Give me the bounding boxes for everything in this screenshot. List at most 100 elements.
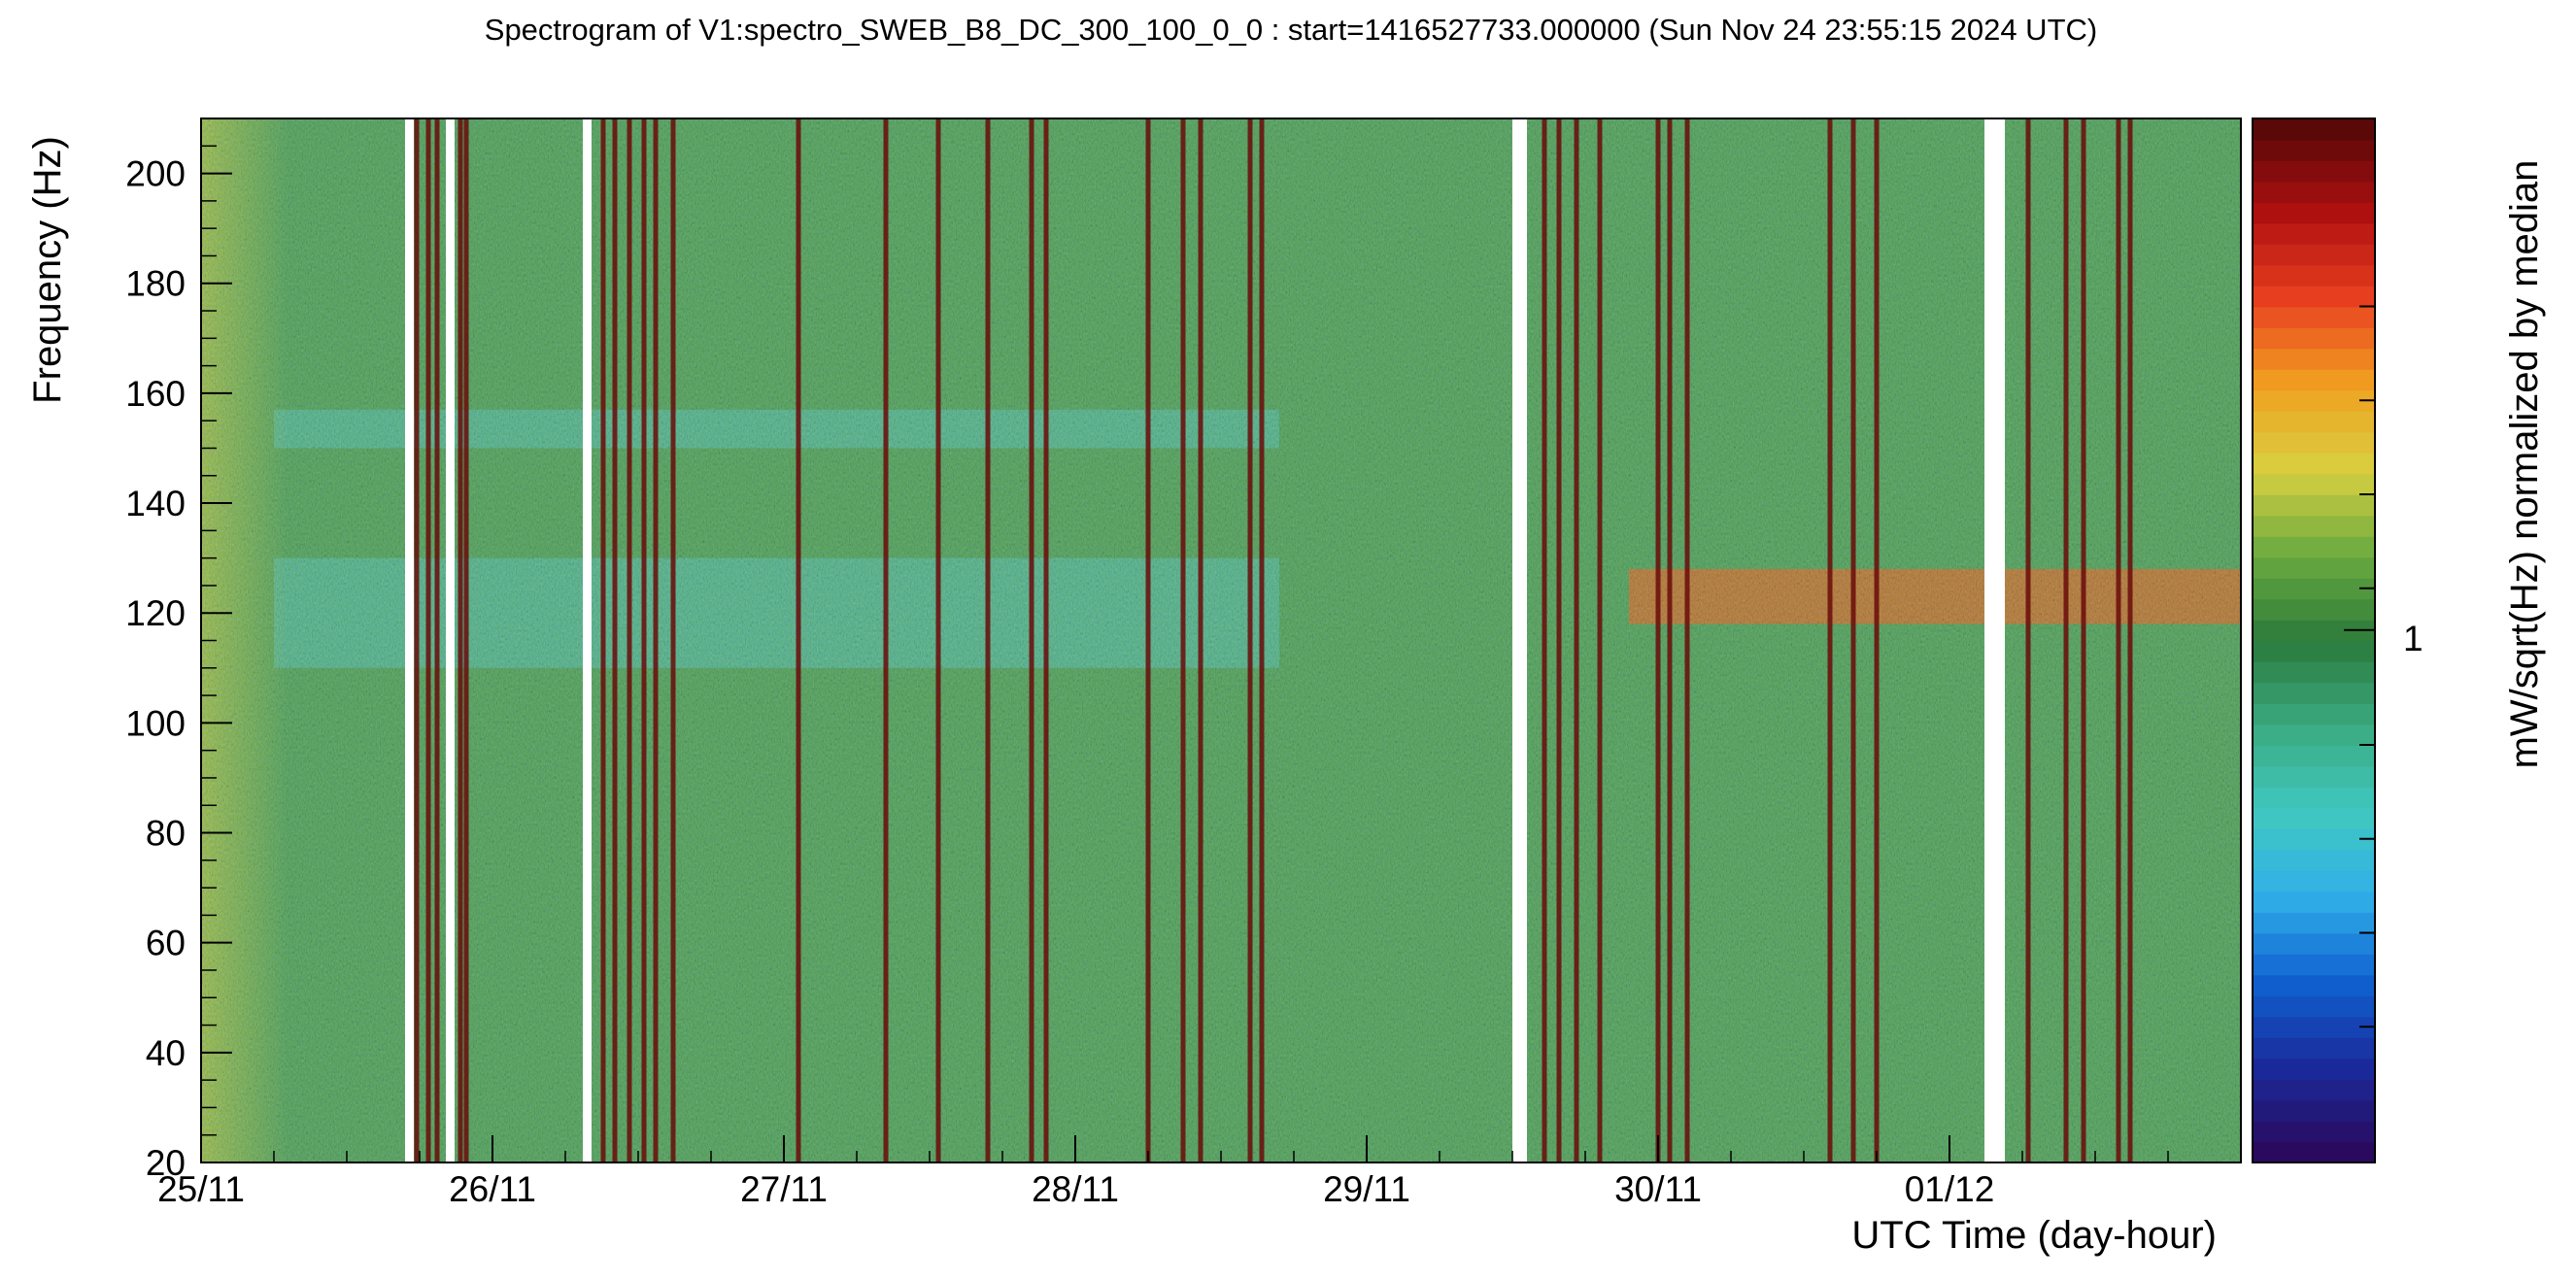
x-tick-label-4: 29/11	[1323, 1169, 1410, 1209]
colorbar-segment	[2253, 411, 2375, 433]
gap-0	[405, 118, 414, 1162]
glitch-2	[434, 118, 440, 1162]
y-axis: 20 40 60 80 100 120 140 160 180 200	[125, 145, 232, 1183]
colorbar-segment	[2253, 369, 2375, 391]
glitch-26	[1655, 118, 1661, 1162]
glitch-32	[2025, 118, 2031, 1162]
y-tick-label-2: 60	[146, 924, 186, 963]
colorbar-label: mW/sqrt(Hz) normalized by median	[2503, 160, 2546, 769]
glitch-14	[985, 118, 991, 1162]
x-axis: 25/11 26/11 27/11 28/11 29/11 30/11 01/12	[157, 1135, 2169, 1209]
colorbar-segment	[2253, 682, 2375, 704]
colorbar-segment	[2253, 912, 2375, 934]
y-tick-label-1: 40	[146, 1033, 186, 1073]
x-tick-label-0: 25/11	[157, 1169, 245, 1209]
colorbar-segment	[2253, 954, 2375, 976]
colorbar-segment	[2253, 1121, 2375, 1143]
glitch-8	[641, 118, 647, 1162]
glitch-11	[796, 118, 801, 1162]
glitch-36	[2127, 118, 2133, 1162]
y-tick-label-0: 20	[146, 1143, 186, 1183]
colorbar-segment	[2253, 1016, 2375, 1038]
colorbar-segment	[2253, 1037, 2375, 1060]
glitch-0	[414, 118, 420, 1162]
glitch-25	[1597, 118, 1603, 1162]
glitch-30	[1850, 118, 1856, 1162]
colorbar-segment	[2253, 1141, 2375, 1163]
glitch-34	[2081, 118, 2086, 1162]
glitch-13	[935, 118, 941, 1162]
broadband-glitches	[414, 118, 2133, 1162]
glitch-23	[1556, 118, 1562, 1162]
colorbar-segment	[2253, 306, 2375, 328]
colorbar-segment	[2253, 578, 2375, 600]
colorbar-segment	[2253, 494, 2375, 517]
colorbar-segment	[2253, 244, 2375, 266]
x-tick-label-1: 26/11	[449, 1169, 536, 1209]
x-axis-label: UTC Time (day-hour)	[1851, 1214, 2217, 1257]
gap-1	[446, 118, 455, 1162]
colorbar-segment	[2253, 765, 2375, 788]
colorbar-segment	[2253, 118, 2375, 141]
colorbar-segment	[2253, 807, 2375, 829]
colorbar-segment	[2253, 891, 2375, 913]
glitch-17	[1145, 118, 1151, 1162]
colorbar-segment	[2253, 160, 2375, 183]
data-gaps	[405, 118, 2005, 1162]
glitch-5	[600, 118, 606, 1162]
colorbar-segment	[2253, 286, 2375, 308]
glitch-9	[653, 118, 659, 1162]
colorbar-segment	[2253, 974, 2375, 996]
y-tick-label-7: 160	[125, 374, 186, 414]
colorbar-segment	[2253, 348, 2375, 370]
colorbar-segment	[2253, 870, 2375, 893]
glitch-21	[1259, 118, 1265, 1162]
glitch-24	[1574, 118, 1579, 1162]
glitch-15	[1029, 118, 1034, 1162]
colorbar-segment	[2253, 995, 2375, 1018]
colorbar-segment	[2253, 724, 2375, 746]
colorbar-segment	[2253, 202, 2375, 224]
colorbar-frame	[2252, 118, 2376, 1163]
colorbar-segment	[2253, 620, 2375, 642]
glitch-35	[2116, 118, 2121, 1162]
colorbar-segment	[2253, 222, 2375, 245]
colorbar-segment	[2253, 515, 2375, 537]
glitch-33	[2063, 118, 2069, 1162]
colorbar-segment	[2253, 661, 2375, 684]
y-tick-label-4: 100	[125, 703, 186, 743]
glitch-29	[1827, 118, 1833, 1162]
glitch-20	[1247, 118, 1253, 1162]
glitch-28	[1684, 118, 1690, 1162]
x-tick-label-3: 28/11	[1032, 1169, 1119, 1209]
colorbar-segment	[2253, 1058, 2375, 1080]
colorbar-segment	[2253, 453, 2375, 475]
colorbar-segment	[2253, 473, 2375, 495]
colorbar-segment	[2253, 828, 2375, 851]
x-tick-label-6: 01/12	[1905, 1169, 1995, 1209]
x-tick-label-5: 30/11	[1614, 1169, 1702, 1209]
glitch-22	[1542, 118, 1547, 1162]
glitch-31	[1874, 118, 1880, 1162]
glitch-12	[883, 118, 889, 1162]
y-tick-label-3: 80	[146, 814, 186, 854]
chart-title: Spectrogram of V1:spectro_SWEB_B8_DC_300…	[485, 13, 2097, 47]
y-tick-label-8: 180	[125, 264, 186, 304]
y-tick-label-5: 120	[125, 593, 186, 633]
colorbar-segment	[2253, 849, 2375, 871]
colorbar-segment	[2253, 745, 2375, 767]
glitch-19	[1198, 118, 1203, 1162]
colorbar-segment	[2253, 598, 2375, 621]
gap-4	[1984, 118, 2005, 1162]
gap-2	[583, 118, 592, 1162]
colorbar-segment	[2253, 431, 2375, 454]
colorbar-segment	[2253, 389, 2375, 412]
glitch-16	[1043, 118, 1049, 1162]
colorbar-segment	[2253, 264, 2375, 286]
colorbar-segment	[2253, 1079, 2375, 1101]
glitch-3	[458, 118, 463, 1162]
gap-3	[1512, 118, 1527, 1162]
colorbar-segment	[2253, 1099, 2375, 1122]
glitch-1	[425, 118, 431, 1162]
colorbar-segment	[2253, 703, 2375, 725]
